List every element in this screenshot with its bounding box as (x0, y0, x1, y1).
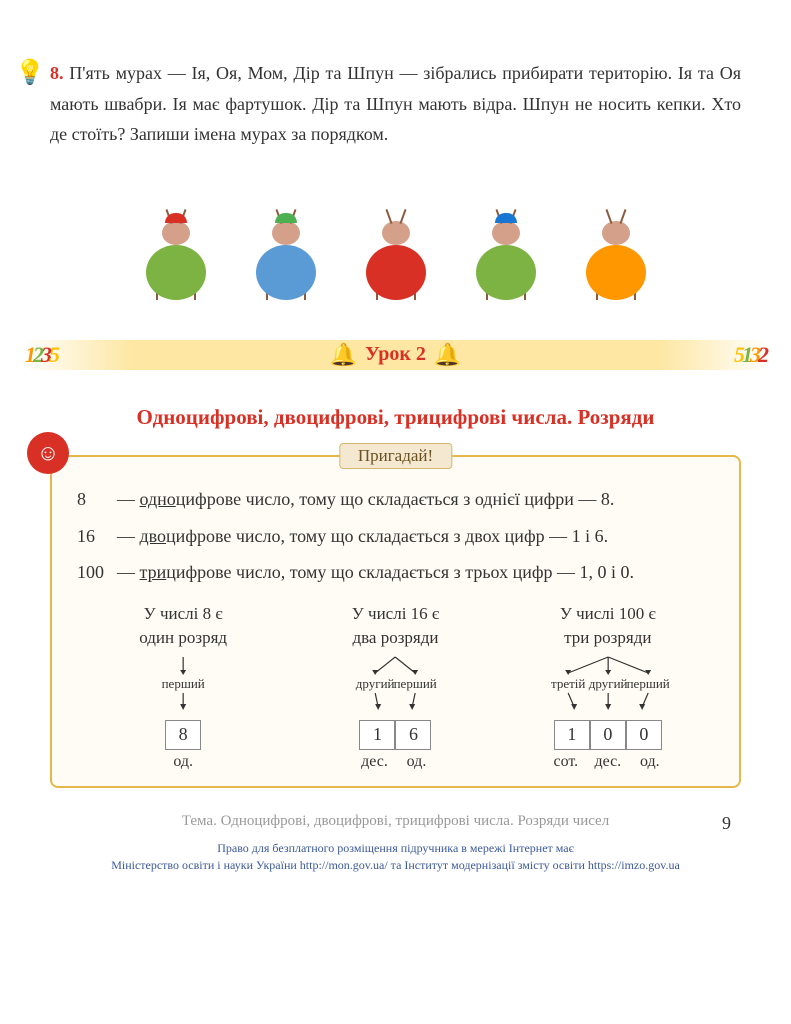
def-text: — трицифрове число, тому що складається … (117, 558, 714, 587)
unit-label: од. (633, 753, 667, 771)
decorative-digit: 5 (49, 342, 57, 368)
ant-head (272, 221, 300, 245)
lesson-label: Урок 2 (365, 343, 426, 366)
svg-text:другий: другий (356, 676, 395, 691)
arrow-diagram: третійдругийперший (502, 655, 714, 710)
section-title: Одноцифрові, двоцифрові, трицифрові числ… (50, 405, 741, 430)
ant-head (382, 221, 410, 245)
decorative-digit: 3 (750, 342, 758, 368)
ant-figure (456, 170, 556, 300)
decorative-digit: 5 (734, 342, 742, 368)
exercise-8: 💡 8. П'ять мурах — Ія, Оя, Мом, Дір та Ш… (50, 58, 741, 150)
think-icon: ☺ (27, 432, 69, 474)
digit-box: 1 (554, 720, 590, 750)
unit-labels: сот. дес. од. (502, 753, 714, 771)
svg-text:перший: перший (394, 676, 437, 691)
digit-boxes: 8 (77, 720, 289, 750)
unit-labels: од. (77, 753, 289, 771)
digit-box: 1 (359, 720, 395, 750)
ant-figure (236, 170, 336, 300)
lesson-banner: 1235 🔔 Урок 2 🔔 5132 (20, 330, 771, 380)
digit-col-header: У числі 16 єдва розряди (289, 602, 501, 650)
theme-label: Тема. (182, 813, 217, 829)
unit-label: од. (399, 753, 433, 771)
ant-body (476, 245, 536, 300)
decorative-digit: 1 (25, 342, 33, 368)
unit-labels: дес. од. (289, 753, 501, 771)
ant-body (256, 245, 316, 300)
def-number: 16 (77, 522, 117, 551)
digit-col-header: У числі 100 єтри розряди (502, 602, 714, 650)
definition-row: 100 — трицифрове число, тому що складаєт… (77, 558, 714, 587)
def-text: — двоцифрове число, тому що складається … (117, 522, 714, 551)
ant-head (492, 221, 520, 245)
digit-boxes: 16 (289, 720, 501, 750)
decorative-digit: 2 (758, 342, 766, 368)
ant-body (366, 245, 426, 300)
footer-theme: Тема. Одноцифрові, двоцифрові, трицифров… (50, 813, 741, 830)
ant-body (586, 245, 646, 300)
exercise-body: П'ять мурах — Ія, Оя, Мом, Дір та Шпун —… (50, 63, 741, 144)
rights-line-2: Міністерство освіти і науки України http… (50, 857, 741, 874)
textbook-page: 💡 8. П'ять мурах — Ія, Оя, Мом, Дір та Ш… (0, 0, 791, 893)
ant-head (602, 221, 630, 245)
definition-row: 16 — двоцифрове число, тому що складаєть… (77, 522, 714, 551)
unit-label: од. (166, 753, 200, 771)
svg-text:третій: третій (551, 676, 585, 691)
svg-text:перший: перший (626, 676, 669, 691)
arrow-diagram: другийперший (289, 655, 501, 710)
ant-figure (566, 170, 666, 300)
recall-box: ☺ Пригадай! 8 — одноцифрове число, тому … (50, 455, 741, 788)
digit-boxes: 100 (502, 720, 714, 750)
decorative-digit: 2 (33, 342, 41, 368)
definitions-list: 8 — одноцифрове число, тому що складаєть… (77, 485, 714, 587)
rights-line-1: Право для безплатного розміщення підручн… (50, 840, 741, 857)
digit-box: 0 (590, 720, 626, 750)
digit-diagrams-row: У числі 8 єодин розряд перший 8 од. У чи… (77, 602, 714, 771)
digit-box: 0 (626, 720, 662, 750)
copyright-text: Право для безплатного розміщення підручн… (50, 840, 741, 874)
theme-text: Одноцифрові, двоцифрові, трицифрові числ… (221, 813, 610, 829)
ant-head (162, 221, 190, 245)
decorative-numbers-right: 5132 (734, 342, 766, 368)
ant-body (146, 245, 206, 300)
exercise-number: 8. (50, 63, 64, 83)
unit-label: сот. (549, 753, 583, 771)
arrow-diagram: перший (77, 655, 289, 710)
digit-column: У числі 100 єтри розряди третійдругийпер… (502, 602, 714, 771)
svg-text:другий: другий (588, 676, 627, 691)
decorative-digit: 1 (742, 342, 750, 368)
recall-badge: Пригадай! (339, 443, 452, 469)
decorative-digit: 3 (41, 342, 49, 368)
def-number: 100 (77, 558, 117, 587)
definition-row: 8 — одноцифрове число, тому що складаєть… (77, 485, 714, 514)
def-text: — одноцифрове число, тому що складається… (117, 485, 714, 514)
ant-figure (126, 170, 226, 300)
unit-label: дес. (357, 753, 391, 771)
digit-box: 6 (395, 720, 431, 750)
digit-column: У числі 16 єдва розряди другийперший 16 … (289, 602, 501, 771)
digit-column: У числі 8 єодин розряд перший 8 од. (77, 602, 289, 771)
svg-text:перший: перший (162, 676, 205, 691)
digit-box: 8 (165, 720, 201, 750)
bell-icon: 🔔 (330, 342, 357, 368)
digit-col-header: У числі 8 єодин розряд (77, 602, 289, 650)
ants-illustration (50, 170, 741, 300)
unit-label: дес. (591, 753, 625, 771)
ant-figure (346, 170, 446, 300)
page-number: 9 (722, 813, 731, 834)
decorative-numbers-left: 1235 (25, 342, 57, 368)
def-number: 8 (77, 485, 117, 514)
exercise-text: 8. П'ять мурах — Ія, Оя, Мом, Дір та Шпу… (50, 58, 741, 150)
bell-icon: 🔔 (434, 342, 461, 368)
lightbulb-icon: 💡 (15, 58, 45, 87)
